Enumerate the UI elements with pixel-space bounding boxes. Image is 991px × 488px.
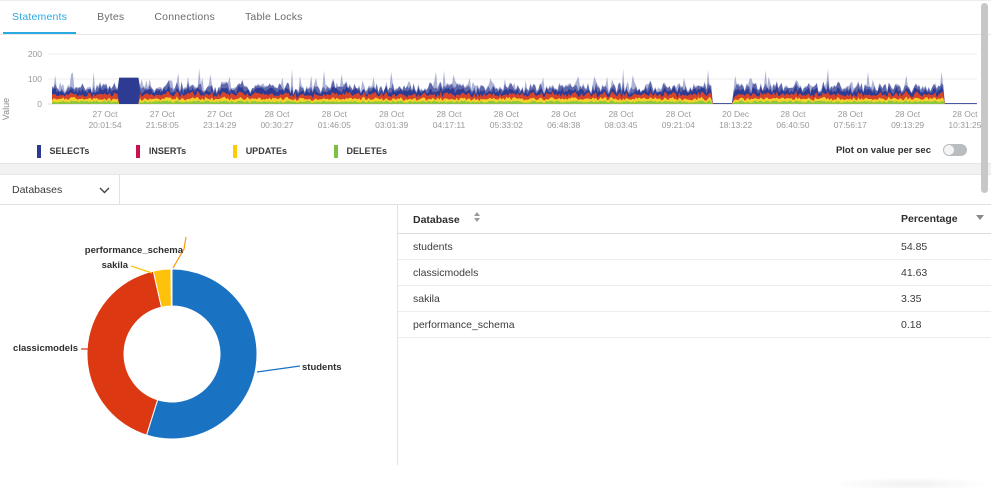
cell-percentage: 54.85 <box>901 240 928 253</box>
donut-label-students: students <box>302 362 342 373</box>
donut-label-sakila: sakila <box>101 260 128 271</box>
x-tick: 27 Oct 20:01:54 <box>88 109 122 131</box>
y-tick-100: 100 <box>27 74 42 84</box>
legend-item-inserts[interactable]: INSERTs <box>136 144 187 158</box>
column-header-percentage[interactable]: Percentage <box>901 213 984 225</box>
x-tick: 27 Oct 23:14:29 <box>203 109 237 131</box>
tab-connections[interactable]: Connections <box>154 11 215 23</box>
databases-table: Database Percentage students 54.85 classic… <box>397 205 991 465</box>
donut-slice-students[interactable] <box>145 268 258 440</box>
donut-slice-classicmodels[interactable] <box>86 270 163 436</box>
section-divider <box>0 163 991 175</box>
database-donut-chart[interactable] <box>0 205 397 465</box>
tab-bar: Statements Bytes Connections Table Locks <box>0 1 991 35</box>
vertical-scrollbar-thumb[interactable] <box>981 3 988 193</box>
databases-dropdown-label: Databases <box>12 184 63 196</box>
x-tick: 28 Oct 00:30:27 <box>260 109 294 131</box>
legend-swatch <box>233 144 237 158</box>
donut-label-classicmodels: classicmodels <box>13 343 78 354</box>
toggle-knob <box>944 145 954 155</box>
x-tick: 28 Oct 01:46:05 <box>317 109 351 131</box>
x-tick: 28 Oct 06:40:50 <box>776 109 810 131</box>
cell-database: performance_schema <box>413 318 515 331</box>
sort-icon[interactable] <box>473 212 480 222</box>
table-row-classicmodels[interactable]: classicmodels 41.63 <box>398 260 991 286</box>
tab-bytes[interactable]: Bytes <box>97 11 125 23</box>
x-tick: 28 Oct 05:33:02 <box>489 109 523 131</box>
donut-leader-line <box>130 265 153 274</box>
donut-label-performance-schema: performance_schema <box>84 245 183 256</box>
legend-swatch <box>136 144 140 158</box>
donut-panel: performance_schema sakila classicmodels … <box>0 205 397 465</box>
x-tick: 27 Oct 21:58:05 <box>145 109 179 131</box>
donut-leader-line <box>256 365 301 373</box>
cell-database: classicmodels <box>413 266 479 279</box>
donut-slice-performance_schema[interactable] <box>170 268 173 307</box>
tab-statements[interactable]: Statements <box>3 2 77 34</box>
legend-label: SELECTs <box>49 146 90 156</box>
table-row-students[interactable]: students 54.85 <box>398 234 991 260</box>
legend-swatch <box>37 144 41 158</box>
database-header-label: Database <box>413 214 460 226</box>
x-tick: 28 Oct 07:56:17 <box>833 109 867 131</box>
cell-database: sakila <box>413 292 440 305</box>
legend-label: INSERTs <box>148 146 187 156</box>
plot-per-sec-toggle[interactable] <box>943 144 967 156</box>
legend-item-deletes[interactable]: DELETEs <box>334 144 388 158</box>
donut-leader-line <box>172 236 187 269</box>
cell-database: students <box>413 240 453 253</box>
toggle-label: Plot on value per sec <box>835 144 931 156</box>
x-tick: 28 Oct 08:03:45 <box>604 109 638 131</box>
chevron-down-icon <box>99 187 110 194</box>
x-tick: 20 Dec 18:13:22 <box>719 109 753 131</box>
y-axis-label: Value <box>1 97 11 121</box>
legend-swatch <box>334 144 338 158</box>
corner-shadow <box>830 477 990 488</box>
databases-dropdown[interactable]: Databases <box>0 175 120 205</box>
x-tick: 28 Oct 09:13:29 <box>891 109 925 131</box>
legend-item-updates[interactable]: UPDATEs <box>233 144 288 158</box>
table-row-performance_schema[interactable]: performance_schema 0.18 <box>398 312 991 338</box>
x-tick: 28 Oct 06:48:38 <box>547 109 581 131</box>
legend-item-selects[interactable]: SELECTs <box>37 144 90 158</box>
x-tick: 28 Oct 04:17:11 <box>432 109 466 131</box>
sort-desc-icon[interactable] <box>975 215 984 220</box>
x-tick: 28 Oct 03:01:39 <box>375 109 409 131</box>
plot-per-sec-row: Plot on value per sec <box>836 144 967 156</box>
x-tick: 28 Oct 09:21:04 <box>661 109 695 131</box>
percentage-header-label: Percentage <box>901 213 958 225</box>
y-tick-0: 0 <box>37 99 42 109</box>
cell-percentage: 0.18 <box>901 318 922 331</box>
y-tick-200: 200 <box>27 49 42 59</box>
tab-table-locks[interactable]: Table Locks <box>244 11 303 23</box>
cell-percentage: 41.63 <box>901 266 928 279</box>
table-row-sakila[interactable]: sakila 3.35 <box>398 286 991 312</box>
databases-bar: Databases <box>0 175 991 205</box>
databases-content: performance_schema sakila classicmodels … <box>0 205 991 465</box>
cell-percentage: 3.35 <box>901 292 922 305</box>
x-tick: 28 Oct 10:31:25 <box>948 109 982 131</box>
column-header-database[interactable]: Database <box>413 212 480 226</box>
statements-chart: Value 0 100 200 27 Oct 20:01:54 27 Oct 21:58:… <box>0 36 991 163</box>
table-header-row: Database Percentage <box>398 205 991 234</box>
x-axis-ticks: 27 Oct 20:01:54 27 Oct 21:58:05 27 Oct 23:14:… <box>48 109 981 135</box>
stacked-area-plot[interactable] <box>48 51 977 109</box>
legend-label: DELETEs <box>346 146 388 156</box>
legend-label: UPDATEs <box>245 146 288 156</box>
chart-legend: SELECTs INSERTs UPDATEs DELETEs <box>37 141 434 161</box>
